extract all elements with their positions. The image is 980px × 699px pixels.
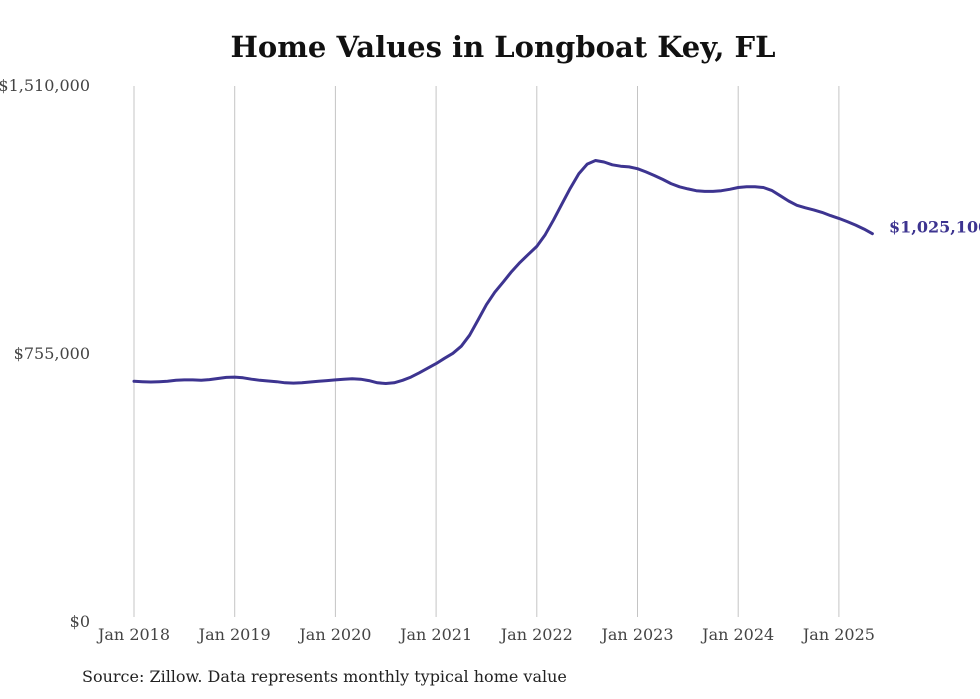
- y-tick-label: $755,000: [14, 344, 90, 363]
- x-tick-label: Jan 2023: [599, 625, 673, 644]
- x-tick-label: Jan 2018: [96, 625, 170, 644]
- x-tick-label: Jan 2020: [297, 625, 371, 644]
- chart-title: Home Values in Longboat Key, FL: [230, 30, 776, 64]
- grid-lines: [133, 86, 840, 617]
- source-note: Source: Zillow. Data represents monthly …: [82, 667, 567, 686]
- x-tick-label: Jan 2021: [398, 625, 472, 644]
- x-tick-label: Jan 2022: [499, 625, 573, 644]
- series-layer: [132, 159, 874, 385]
- x-tick-label: Jan 2025: [801, 625, 875, 644]
- series-line: [132, 159, 874, 385]
- x-axis-ticks: Jan 2018 Jan 2019 Jan 2020 Jan 2021 Jan 2022…: [96, 625, 875, 644]
- y-axis-ticks: $0 $755,000 $1,510,000: [0, 76, 90, 631]
- x-tick-label: Jan 2019: [197, 625, 271, 644]
- end-value-label: $1,025,100: [889, 218, 980, 237]
- y-tick-label: $0: [70, 612, 90, 631]
- end-label-layer: $1,025,100: [889, 218, 980, 237]
- y-tick-label: $1,510,000: [0, 76, 90, 95]
- x-tick-label: Jan 2024: [700, 625, 774, 644]
